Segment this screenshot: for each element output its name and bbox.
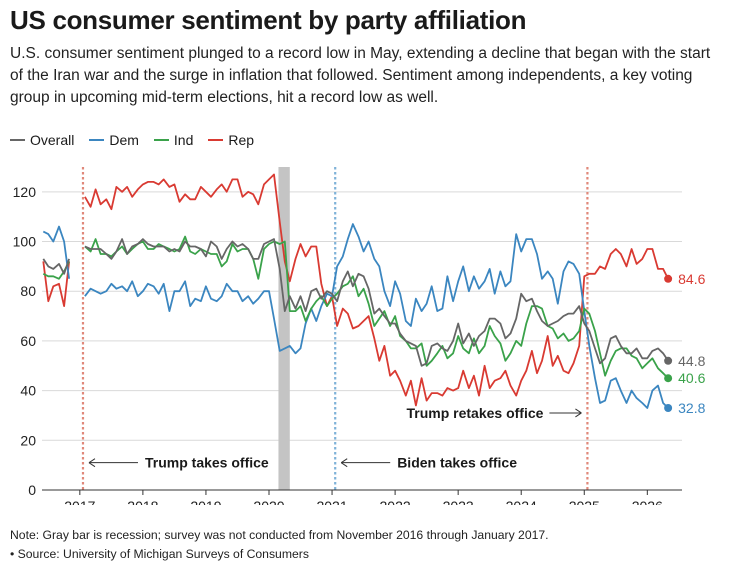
end-label-overall: 44.8 [678, 353, 705, 369]
series-line-overall [42, 238, 669, 367]
legend-swatch-dem [89, 139, 105, 141]
x-tick-label: 2018 [127, 498, 158, 505]
y-tick-label: 100 [13, 234, 37, 250]
y-tick-label: 120 [13, 184, 37, 200]
series-line-rep [42, 173, 669, 407]
end-label-ind: 40.6 [678, 370, 705, 386]
y-tick-label: 0 [28, 482, 36, 498]
legend-swatch-overall [10, 139, 25, 141]
event-label: Trump retakes office [406, 405, 543, 421]
legend-label-ind: Ind [173, 132, 194, 148]
recession-bar [278, 167, 290, 490]
event-arrowhead [340, 458, 348, 468]
legend-label-overall: Overall [30, 132, 75, 148]
legend-swatch-rep [208, 139, 224, 141]
end-point-ind [664, 374, 673, 383]
line-chart: 0 20 40 60 80 100 120 2017 2018 2019 2020 2021 2022 2… [13, 167, 706, 505]
series-line-ind [42, 235, 669, 379]
x-tick-label: 2026 [632, 498, 663, 505]
event-arrowhead [88, 458, 96, 468]
y-tick-label: 20 [20, 432, 36, 448]
event-label: Trump takes office [145, 455, 269, 471]
chart-source: • Source: University of Michigan Surveys… [10, 547, 309, 561]
legend-item-dem: Dem [89, 132, 139, 148]
chart-subtitle: U.S. consumer sentiment plunged to a rec… [10, 45, 711, 106]
end-point-overall [664, 356, 673, 365]
y-tick-label: 80 [20, 283, 36, 299]
legend-swatch-ind [153, 139, 169, 141]
chart-legend: Overall Dem Ind Rep [10, 131, 269, 149]
series-line-dem [42, 223, 669, 409]
x-tick-label: 2025 [569, 498, 600, 505]
chart-title: US consumer sentiment by party affiliati… [10, 5, 527, 35]
x-tick-label: 2020 [253, 498, 284, 505]
end-point-rep [664, 274, 673, 283]
event-label: Biden takes office [397, 455, 517, 471]
x-tick-label: 2021 [316, 498, 347, 505]
x-tick-label: 2019 [190, 498, 221, 505]
legend-item-ind: Ind [153, 132, 194, 148]
y-tick-label: 40 [20, 383, 36, 399]
end-label-rep: 84.6 [678, 271, 705, 287]
chart-note: Note: Gray bar is recession; survey was … [10, 528, 549, 542]
end-label-dem: 32.8 [678, 400, 705, 416]
x-tick-label: 2022 [380, 498, 411, 505]
legend-label-rep: Rep [228, 132, 255, 148]
legend-item-overall: Overall [10, 132, 74, 148]
y-tick-label: 60 [20, 333, 36, 349]
event-arrowhead [575, 408, 582, 418]
legend-label-dem: Dem [109, 132, 139, 148]
x-tick-label: 2017 [64, 498, 95, 505]
legend-item-rep: Rep [208, 132, 254, 148]
x-tick-label: 2024 [506, 498, 537, 505]
x-tick-label: 2023 [443, 498, 474, 505]
end-point-dem [664, 404, 673, 413]
